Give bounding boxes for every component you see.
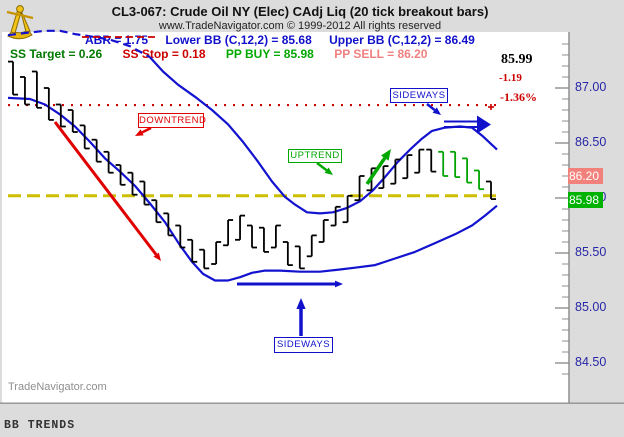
pane-label[interactable]: BB TRENDS xyxy=(4,419,76,432)
watermark: TradeNavigator.com xyxy=(8,381,107,393)
uptrend-annotation-label[interactable]: UPTREND xyxy=(288,149,342,163)
axis-label: 84.50 xyxy=(575,355,607,369)
axis-label: 87.00 xyxy=(575,80,607,94)
page-subtitle: www.TradeNavigator.com © 1999-2012 All r… xyxy=(158,20,442,32)
downtrend-annotation-label[interactable]: DOWNTREND xyxy=(138,113,207,128)
page-title: CL3-067: Crude Oil NY (Elec) CAdj Liq (2… xyxy=(111,4,489,19)
sideways-top-annotation-label[interactable]: SIDEWAYS xyxy=(390,88,448,103)
price-axis[interactable] xyxy=(569,32,624,403)
abr-readout: ABR = 1.75 xyxy=(85,33,149,47)
ss-stop-readout: SS Stop = 0.18 xyxy=(122,47,206,61)
pane-divider-band: BB TRENDS xyxy=(0,403,624,437)
lower-bb-readout: Lower BB (C,12,2) = 85.68 xyxy=(165,33,312,47)
signal-readout-row: SS Target = 0.26 SS Stop = 0.18 PP BUY =… xyxy=(10,47,444,61)
pp-sell-readout: PP SELL = 86.20 xyxy=(334,47,428,61)
pp-buy-price-badge: 85.98 xyxy=(568,192,603,208)
axis-label: 86.50 xyxy=(575,135,607,149)
upper-bb-readout: Upper BB (C,12,2) = 86.49 xyxy=(329,33,475,47)
pp-buy-readout: PP BUY = 85.98 xyxy=(225,47,314,61)
price-change-percent: -1.36% xyxy=(500,90,537,104)
last-price: 85.99 xyxy=(501,52,533,67)
indicator-readout-row: ABR = 1.75 Lower BB (C,12,2) = 85.68 Upp… xyxy=(85,33,489,47)
pp-sell-price-badge: 86.20 xyxy=(568,168,603,184)
axis-label: 85.50 xyxy=(575,245,607,259)
price-change: -1.19 xyxy=(499,72,522,84)
sideways-bottom-annotation-label[interactable]: SIDEWAYS xyxy=(274,337,333,353)
ss-target-readout: SS Target = 0.26 xyxy=(10,47,103,61)
axis-label: 85.00 xyxy=(575,300,607,314)
